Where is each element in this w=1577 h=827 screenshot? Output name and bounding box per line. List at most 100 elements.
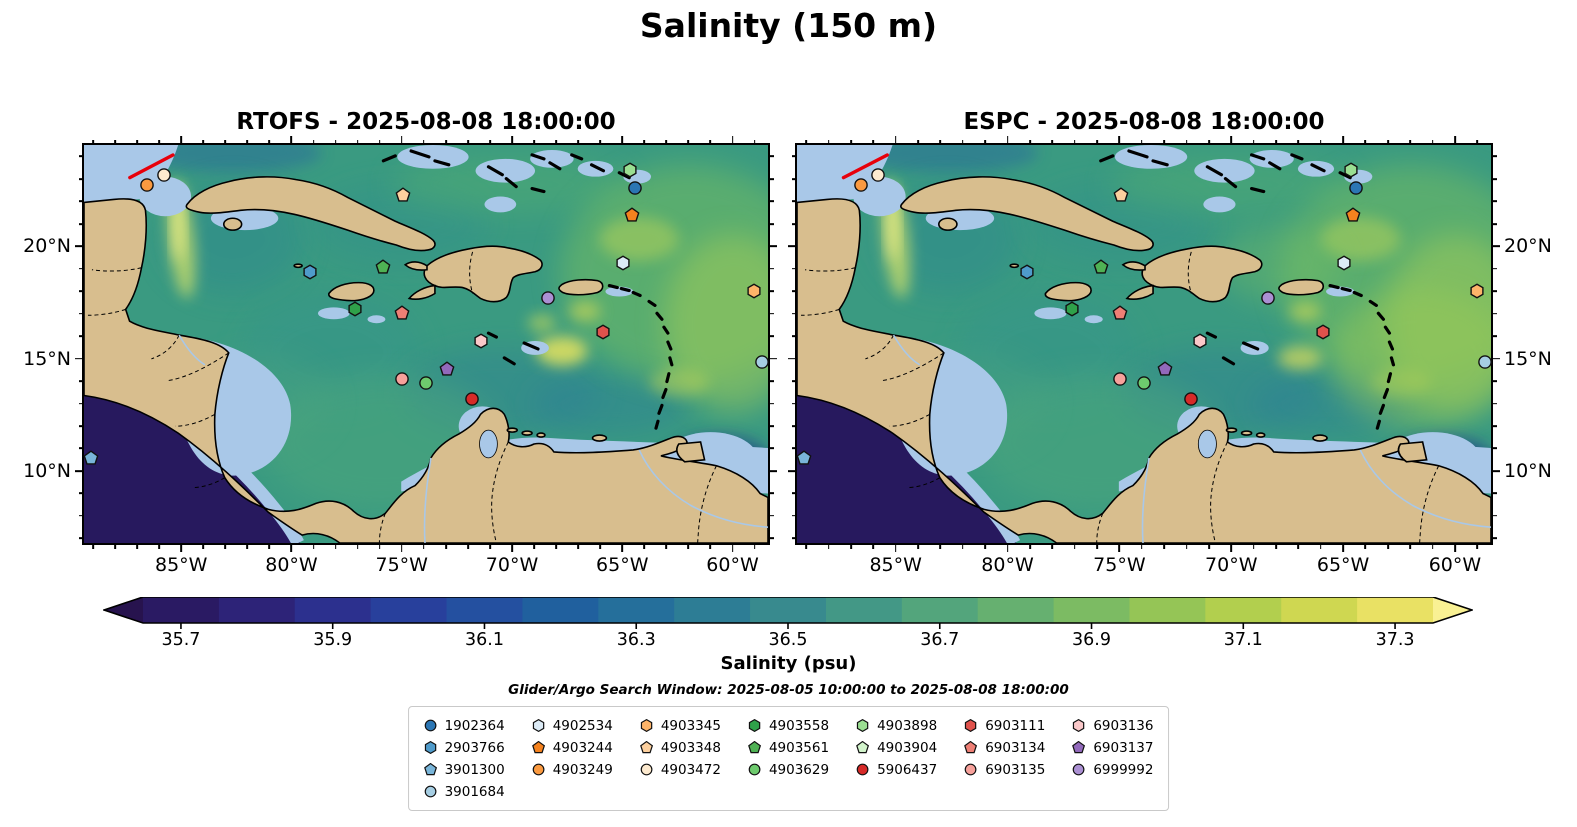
major-tick	[1006, 136, 1009, 143]
minor-tick	[224, 545, 227, 549]
legend-entry-3901300: 3901300	[423, 760, 505, 779]
major-tick	[894, 545, 897, 552]
legend-label-6903135: 6903135	[985, 761, 1046, 778]
minor-tick	[445, 139, 447, 143]
legend-column: 4903558 4903561 4903629	[747, 716, 829, 801]
jamaica	[1044, 281, 1092, 302]
minor-tick	[1493, 290, 1497, 293]
major-tick	[180, 136, 183, 143]
major-tick	[1493, 245, 1500, 248]
minor-tick	[1140, 545, 1143, 549]
minor-tick	[1493, 178, 1497, 180]
minor-tick	[489, 139, 491, 143]
minor-tick	[770, 267, 774, 270]
axis-ticks-top	[795, 135, 1493, 143]
minor-tick	[791, 267, 795, 270]
major-tick	[1493, 357, 1500, 360]
minor-tick	[770, 155, 774, 158]
minor-tick	[687, 545, 690, 549]
axis-ticks-left	[74, 143, 82, 545]
lat-label-10N: 10°N	[23, 459, 71, 482]
minor-tick	[577, 139, 579, 143]
minor-tick	[643, 139, 646, 143]
minor-tick	[770, 312, 774, 315]
minor-tick	[1297, 139, 1300, 143]
lon-axis-labels-rtofs: 85°W 80°W 75°W 70°W 65°W 60°W	[82, 554, 770, 580]
minor-tick	[1140, 139, 1143, 143]
minor-tick	[312, 545, 315, 549]
landmasses	[84, 176, 768, 543]
major-tick	[788, 245, 795, 248]
minor-tick	[872, 139, 875, 143]
rivers	[178, 334, 768, 543]
minor-tick	[791, 290, 795, 293]
minor-tick	[78, 290, 82, 293]
haiti-sw-peninsula	[1125, 284, 1154, 301]
minor-tick	[599, 139, 602, 143]
major-tick	[400, 545, 403, 552]
minor-tick	[599, 545, 602, 549]
minor-tick	[1073, 545, 1076, 549]
legend-label-3901300: 3901300	[444, 761, 505, 778]
lake-maracaibo	[1197, 429, 1217, 459]
country-borders	[801, 251, 1440, 543]
major-tick	[1118, 545, 1121, 552]
mainland-americas	[797, 198, 1491, 543]
minor-tick	[791, 447, 795, 450]
minor-tick	[1409, 139, 1412, 143]
minor-tick	[268, 545, 271, 549]
axis-ticks-left	[787, 143, 795, 545]
minor-tick	[555, 545, 557, 549]
colorbar-bar	[103, 597, 1473, 629]
lon-label-65W: 65°W	[596, 554, 649, 576]
minor-tick	[422, 545, 425, 549]
minor-tick	[1387, 545, 1389, 549]
minor-tick	[791, 155, 795, 158]
minor-tick	[961, 545, 964, 549]
colorbar-tick-35.7: 35.7	[161, 630, 201, 650]
legend-label-4903244: 4903244	[552, 739, 613, 756]
minor-tick	[1493, 200, 1497, 203]
pacific-deep-water	[84, 388, 301, 543]
minor-tick	[78, 514, 82, 517]
float-legend: 1902364 2903766 3901300 3901684 4902534 49032…	[407, 706, 1170, 811]
lon-label-75W: 75°W	[1093, 554, 1146, 576]
minor-tick	[577, 545, 579, 549]
legend-label-1902364: 1902364	[444, 717, 505, 734]
minor-tick	[246, 545, 249, 549]
map-panel-rtofs: RTOFS - 2025-08-08 18:00:00	[23, 109, 777, 576]
major-tick	[290, 545, 293, 552]
minor-tick	[753, 139, 756, 143]
curacao	[1225, 427, 1238, 433]
major-tick	[511, 136, 513, 143]
legend-label-4903249: 4903249	[552, 761, 613, 778]
minor-tick	[850, 139, 852, 143]
major-tick	[1454, 545, 1456, 552]
mainland-americas	[84, 198, 768, 543]
minor-tick	[78, 178, 82, 180]
colorbar-tick-36.5: 36.5	[768, 630, 808, 650]
legend-label-6999992: 6999992	[1093, 761, 1154, 778]
minor-tick	[334, 545, 337, 549]
minor-tick	[770, 223, 774, 225]
minor-tick	[1493, 223, 1497, 225]
major-tick	[1454, 136, 1456, 143]
minor-tick	[1431, 545, 1434, 549]
legend-label-4902534: 4902534	[552, 717, 613, 734]
haiti-sw-peninsula	[407, 284, 436, 301]
major-tick	[511, 545, 513, 552]
lon-label-70W: 70°W	[1205, 554, 1258, 576]
map-rtofs	[82, 143, 770, 545]
major-tick	[1118, 136, 1121, 143]
minor-tick	[791, 312, 795, 315]
minor-tick	[202, 545, 205, 549]
legend-entry-4903472: 4903472	[640, 760, 721, 779]
minor-tick	[202, 139, 205, 143]
minor-tick	[224, 139, 227, 143]
minor-tick	[1073, 139, 1076, 143]
minor-tick	[78, 492, 82, 495]
legend-entry-6999992: 6999992	[1072, 760, 1153, 779]
minor-tick	[1163, 139, 1165, 143]
minor-tick	[78, 312, 82, 315]
minor-tick	[1029, 545, 1031, 549]
